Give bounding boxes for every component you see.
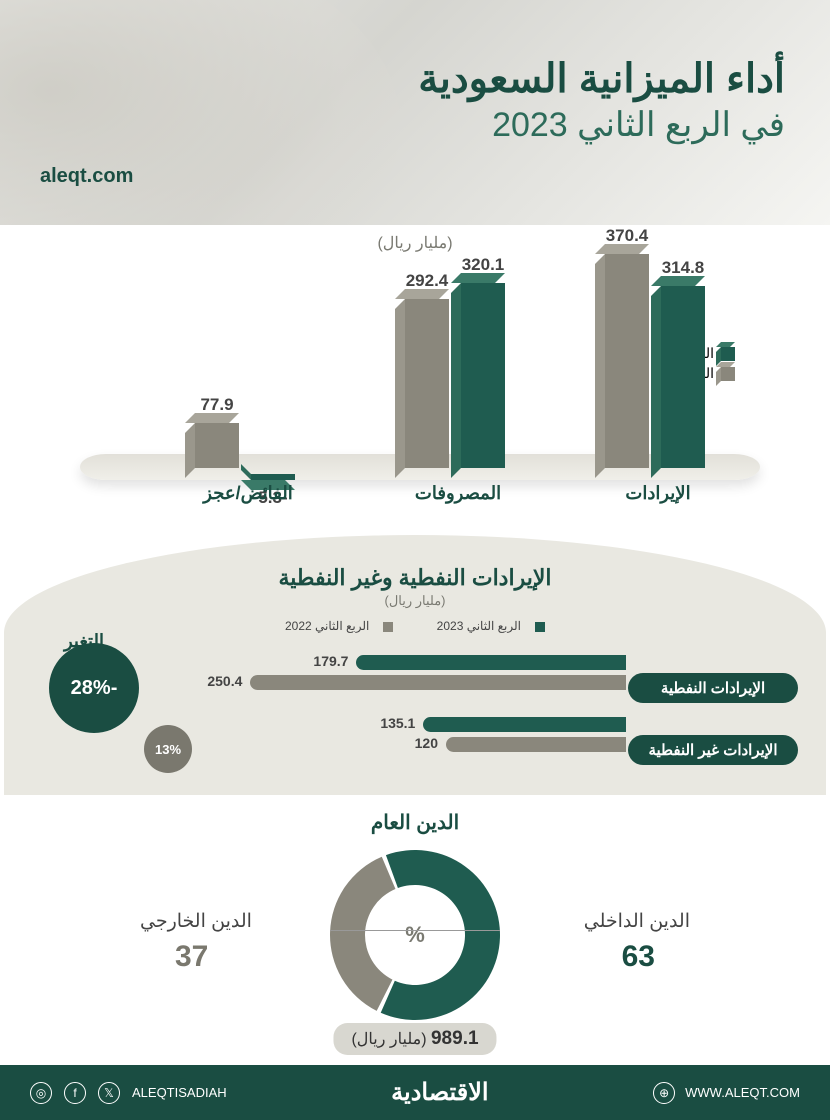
title-line1: أداء الميزانية السعودية: [418, 55, 785, 103]
bar-chart-section: (مليار ريال) الربع الثاني 2023 الربع الث…: [0, 225, 830, 535]
bar: 292.4: [405, 299, 449, 468]
bar: 320.1: [461, 283, 505, 468]
hbar-title: الإيرادات النفطية وغير النفطية: [4, 535, 826, 591]
hbar-row-label: الإيرادات النفطية: [628, 673, 798, 703]
footer-website: WWW.ALEQT.COM: [685, 1085, 800, 1100]
donut-section: الدين العام % الدين الداخلي 63 الدين الخ…: [0, 795, 830, 1065]
change-circle: 13%: [144, 725, 192, 773]
hbar-area: التغير الإيرادات النفطية179.7250.4-28%ال…: [4, 643, 826, 783]
donut-label-external: الدين الخارجي: [140, 910, 252, 933]
bar-category-label: المصروفات: [393, 483, 523, 504]
hbar-val-2023: 179.7: [313, 653, 348, 669]
donut-val-internal: 63: [622, 940, 655, 974]
bar-category-label: الفائض/عجز: [183, 483, 313, 504]
hbar-2022: [250, 675, 626, 690]
total-unit: (مليار ريال): [351, 1031, 426, 1048]
page-title: أداء الميزانية السعودية في الربع الثاني …: [418, 55, 785, 145]
donut-title: الدين العام: [0, 795, 830, 835]
bar-value: 320.1: [461, 255, 505, 275]
hbar-unit: (مليار ريال): [4, 593, 826, 609]
donut-total: 989.1 (مليار ريال): [333, 1023, 496, 1055]
bar-category-label: الإيرادات: [593, 483, 723, 504]
footer-handle: ALEQTISADIAH: [132, 1085, 227, 1100]
hbar-2023: [356, 655, 626, 670]
donut-line-left: [330, 930, 460, 931]
bar: 370.4: [605, 254, 649, 468]
change-circle: -28%: [49, 643, 139, 733]
bar: 77.9: [195, 423, 239, 468]
bar-value: 370.4: [605, 226, 649, 246]
hbar-val-2023: 135.1: [380, 715, 415, 731]
donut-val-external: 37: [175, 940, 208, 974]
globe-icon[interactable]: ⊕: [653, 1082, 675, 1104]
footer-web: ⊕ WWW.ALEQT.COM: [653, 1082, 800, 1104]
hbar-2022: [446, 737, 626, 752]
twitter-icon[interactable]: 𝕏: [98, 1082, 120, 1104]
donut-label-internal: الدين الداخلي: [584, 910, 690, 933]
title-line2: في الربع الثاني 2023: [418, 105, 785, 145]
bar-value: 77.9: [195, 395, 239, 415]
hbar-val-2022: 120: [415, 735, 438, 751]
footer: ◎ f 𝕏 ALEQTISADIAH الاقتصادية ⊕ WWW.ALEQ…: [0, 1065, 830, 1120]
donut-chart: %: [325, 845, 505, 1025]
bar-value: 314.8: [661, 258, 705, 278]
bar: 314.8: [661, 286, 705, 468]
total-value: 989.1: [431, 1028, 479, 1049]
donut-center-label: %: [385, 905, 445, 965]
header-bg-decor: [0, 0, 400, 225]
facebook-icon[interactable]: f: [64, 1082, 86, 1104]
source-url: aleqt.com: [40, 165, 133, 188]
instagram-icon[interactable]: ◎: [30, 1082, 52, 1104]
hbar-val-2022: 250.4: [207, 673, 242, 689]
hbar-legend-2023: الربع الثاني 2023: [427, 619, 555, 633]
bar-chart: 370.4314.8الإيرادات292.4320.1المصروفات77…: [100, 250, 740, 480]
hbar-2023: [423, 717, 626, 732]
footer-social: ◎ f 𝕏 ALEQTISADIAH: [30, 1082, 227, 1104]
hbar-legend-2022: الربع الثاني 2022: [275, 619, 403, 633]
hbar-section: الإيرادات النفطية وغير النفطية (مليار ري…: [4, 535, 826, 795]
footer-brand: الاقتصادية: [391, 1078, 488, 1107]
hbar-legend: الربع الثاني 2023 الربع الثاني 2022: [4, 619, 826, 633]
hbar-row-label: الإيرادات غير النفطية: [628, 735, 798, 765]
bar-value: 292.4: [405, 271, 449, 291]
bar: -5.3: [251, 474, 295, 480]
header-section: أداء الميزانية السعودية في الربع الثاني …: [0, 0, 830, 225]
